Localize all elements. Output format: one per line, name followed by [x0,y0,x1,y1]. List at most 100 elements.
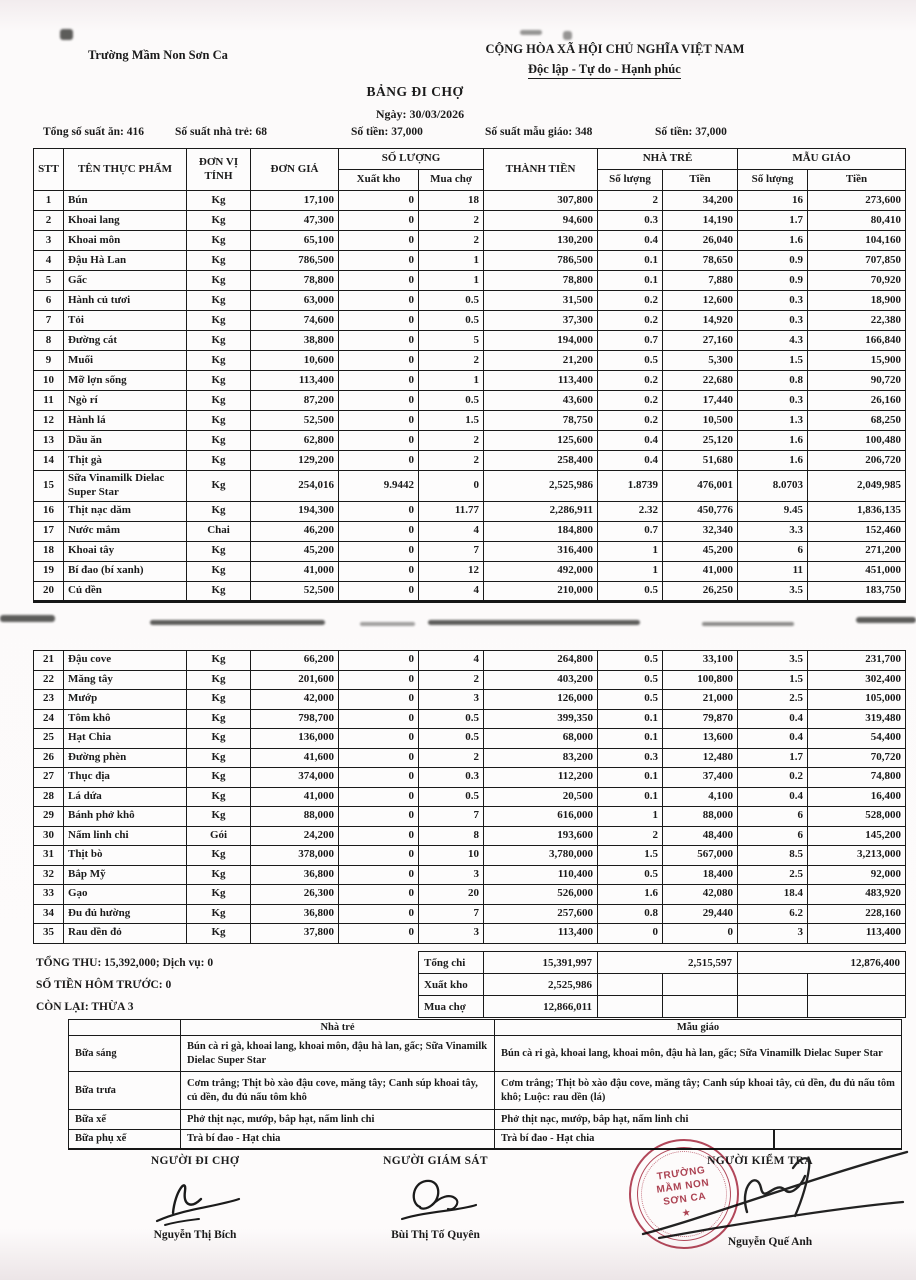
food-name-cell: Củ dền [63,580,187,602]
col-header-market-qty: Mua chợ [417,169,485,191]
signature-block-inspector: NGƯỜI KIỂM TRA [655,1155,865,1167]
stt-cell: 16 [33,500,64,522]
table-row: 3 Khoai môn Kg 65,100 0 2 130,200 0.4 26,040 1.6 1… [33,230,907,251]
nursery-money-cell: 26,040 [662,230,739,251]
warehouse-qty-cell: 0 [338,864,419,885]
unit-cell: Kg [186,845,251,866]
totals-label-cell: Xuất kho [418,973,484,996]
table-row: 22 Măng tây Kg 201,600 0 2 403,200 0.5 100,800 1.… [33,669,906,690]
col-header-amount: THÀNH TIỀN [483,148,599,191]
nursery-money-cell: 18,400 [662,864,738,885]
table-row: 23 Mướp Kg 42,000 0 3 126,000 0.5 21,000 2.5 105,0… [33,689,906,710]
kindergarten-money-cell: 68,250 [807,410,907,431]
nursery-qty-cell: 1 [597,540,664,562]
food-name-cell: Khoai môn [63,230,187,251]
stt-cell: 10 [33,370,64,391]
kindergarten-qty-cell: 2.5 [737,864,808,885]
totals-nursery-qty-cell [597,973,663,996]
table-row: 21 Đậu cove Kg 66,200 0 4 264,800 0.5 33,100 3.5 2… [33,650,906,671]
nursery-money-cell: 14,190 [662,210,739,231]
food-name-cell: Thịt nạc dăm [63,500,187,522]
nursery-money-cell: 21,000 [662,689,738,710]
market-qty-cell: 0.3 [418,767,484,788]
market-qty-cell: 12 [417,560,485,582]
amount-cell: 307,800 [483,190,599,211]
table-row: 12 Hành lá Kg 52,500 0 1.5 78,750 0.2 10,500 1.3 6… [33,410,907,431]
unit-cell: Kg [186,350,251,371]
previous-balance-line: SỐ TIỀN HÔM TRƯỚC: 0 [36,979,172,991]
stt-cell: 13 [33,430,64,451]
warehouse-qty-cell: 0 [338,450,419,471]
kindergarten-money-cell: 70,920 [807,270,907,291]
amount-cell: 316,400 [483,540,599,562]
kindergarten-money-cell: 105,000 [807,689,906,710]
market-qty-cell: 0.5 [417,390,485,411]
market-qty-cell: 1 [417,250,485,271]
unit-cell: Kg [186,450,251,471]
signature-stroke [400,1179,477,1221]
amount-cell: 193,600 [483,825,598,846]
food-name-cell: Nước mắm [63,520,187,542]
amount-cell: 184,800 [483,520,599,542]
warehouse-qty-cell: 0 [338,708,419,729]
kindergarten-money-cell: 3,213,000 [807,845,906,866]
kindergarten-qty-cell: 1.6 [737,450,809,471]
meal-nursery-cell: Phở thịt nạc, mướp, bắp hạt, nấm linh ch… [180,1109,495,1130]
unit-cell: Kg [186,270,251,291]
meal-row: Bữa sáng Bún cà ri gà, khoai lang, khoai … [68,1035,902,1072]
totals-kindergarten-qty-cell [737,973,808,996]
nursery-qty-cell: 0.7 [597,330,664,351]
unit-cell: Kg [186,650,251,671]
kindergarten-qty-cell: 6.2 [737,903,808,924]
kindergarten-qty-cell: 0.4 [737,728,808,749]
nursery-qty-cell: 0.5 [597,650,663,671]
warehouse-qty-cell: 0 [338,767,419,788]
unit-price-cell: 26,300 [250,884,339,905]
amount-cell: 78,800 [483,270,599,291]
warehouse-qty-cell: 0 [338,728,419,749]
warehouse-qty-cell: 0 [338,845,419,866]
kindergarten-qty-cell: 6 [737,540,809,562]
amount-cell: 2,286,911 [483,500,599,522]
unit-price-cell: 87,200 [250,390,339,411]
kindergarten-qty-cell: 0.3 [737,310,809,331]
totals-amount-cell: 15,391,997 [483,951,598,974]
warehouse-qty-cell: 0 [338,350,419,371]
warehouse-qty-cell: 0 [338,250,419,271]
nursery-qty-cell: 0.2 [597,370,664,391]
signer-name: Bùi Thị Tố Quyên [391,1229,480,1241]
table-row: 14 Thịt gà Kg 129,200 0 2 258,400 0.4 51,680 1.6 2… [33,450,907,471]
nursery-price: Số tiền: 37,000 [351,126,423,138]
food-name-cell: Đậu cove [63,650,187,671]
unit-cell: Kg [186,747,251,768]
nursery-money-cell: 48,400 [662,825,738,846]
unit-cell: Kg [186,767,251,788]
stt-cell: 35 [33,923,64,944]
kindergarten-qty-cell: 1.7 [737,210,809,231]
kindergarten-servings: Số suất mẫu giáo: 348 [485,126,593,138]
food-name-cell: Lá dứa [63,786,187,807]
unit-price-cell: 194,300 [250,500,339,522]
unit-price-cell: 37,800 [250,923,339,944]
warehouse-qty-cell: 0 [338,290,419,311]
food-name-cell: Khoai lang [63,210,187,231]
warehouse-qty-cell: 0 [338,689,419,710]
totals-kindergarten-qty-cell [737,995,808,1018]
kindergarten-qty-cell: 8.5 [737,845,808,866]
warehouse-qty-cell: 0 [338,580,419,602]
unit-price-cell: 129,200 [250,450,339,471]
table-row: 19 Bí đao (bí xanh) Kg 41,000 0 12 492,000 1 41,… [33,560,907,582]
food-name-cell: Thục địa [63,767,187,788]
unit-cell: Kg [186,806,251,827]
market-qty-cell: 3 [418,923,484,944]
unit-price-cell: 42,000 [250,689,339,710]
unit-price-cell: 786,500 [250,250,339,271]
totals-summary-left: TỔNG THU: 15,392,000; Dịch vụ: 0 SỐ TIỀN… [36,952,213,1018]
kindergarten-qty-cell: 0.4 [737,708,808,729]
warehouse-qty-cell: 0 [338,806,419,827]
kindergarten-qty-cell: 11 [737,560,809,582]
signer-name: Nguyễn Quế Anh [727,1236,813,1248]
warehouse-qty-cell: 0 [338,210,419,231]
kindergarten-price: Số tiền: 37,000 [655,126,727,138]
amount-cell: 2,525,986 [483,470,599,502]
